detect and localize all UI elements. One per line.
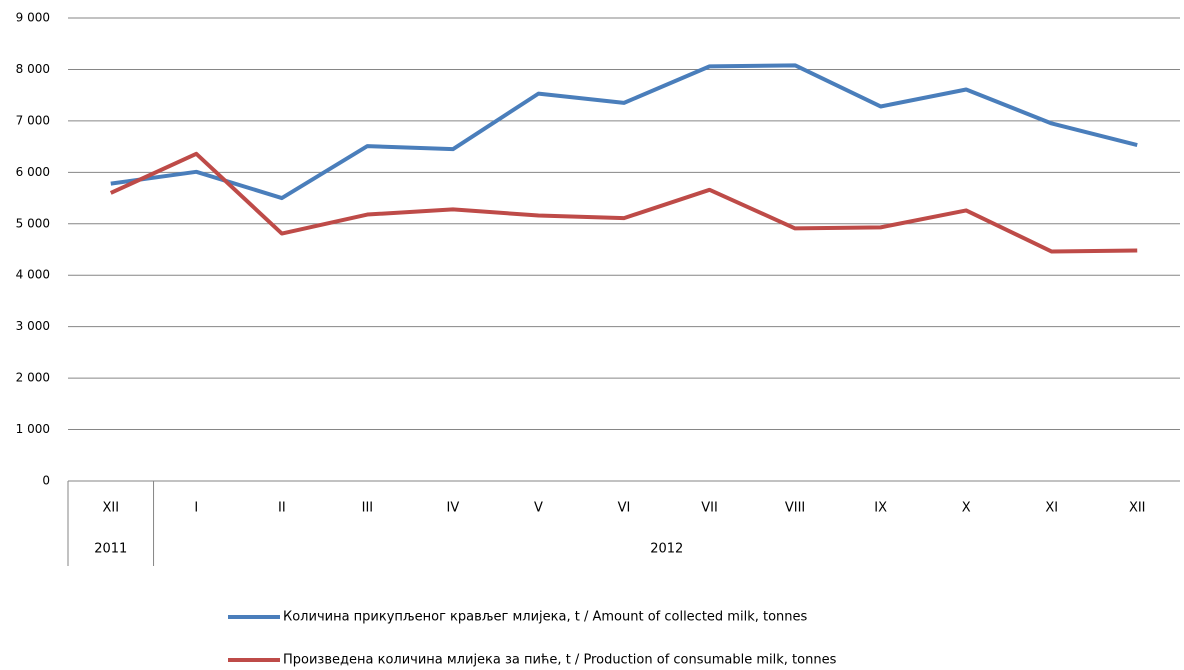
y-tick-label: 8 000 [16,62,50,76]
x-tick-label: IX [874,501,887,516]
x-tick-label: VI [618,501,631,516]
y-tick-label: 1 000 [16,422,50,436]
series-line [109,151,1138,254]
x-tick-label: IV [447,501,460,516]
x-tick-label: II [278,501,286,516]
y-tick-label: 5 000 [16,216,50,230]
x-tick-label: III [362,501,374,516]
x-tick-label: VII [701,501,718,516]
y-tick-label: 7 000 [16,113,50,127]
x-tick-label: VIII [785,501,805,516]
year-label: 2011 [94,542,127,557]
y-tick-label: 2 000 [16,371,50,385]
x-tick-label: X [962,501,971,516]
legend-label: Количина прикупљеног крављег млијека, t … [283,610,808,625]
x-tick-label: I [194,501,198,516]
legend-label: Произведена количина млијека за пиће, t … [283,653,837,668]
x-tick-label: V [534,501,543,516]
year-label: 2012 [650,542,683,557]
x-tick-label: XII [1129,501,1146,516]
x-tick-label: XI [1045,501,1058,516]
y-tick-label: 9 000 [16,11,50,25]
y-tick-label: 6 000 [16,165,50,179]
y-tick-label: 4 000 [16,268,50,282]
x-tick-label: XII [102,501,119,516]
series-line [110,63,1138,201]
y-tick-label: 3 000 [16,319,50,333]
y-tick-label: 0 [42,474,50,488]
